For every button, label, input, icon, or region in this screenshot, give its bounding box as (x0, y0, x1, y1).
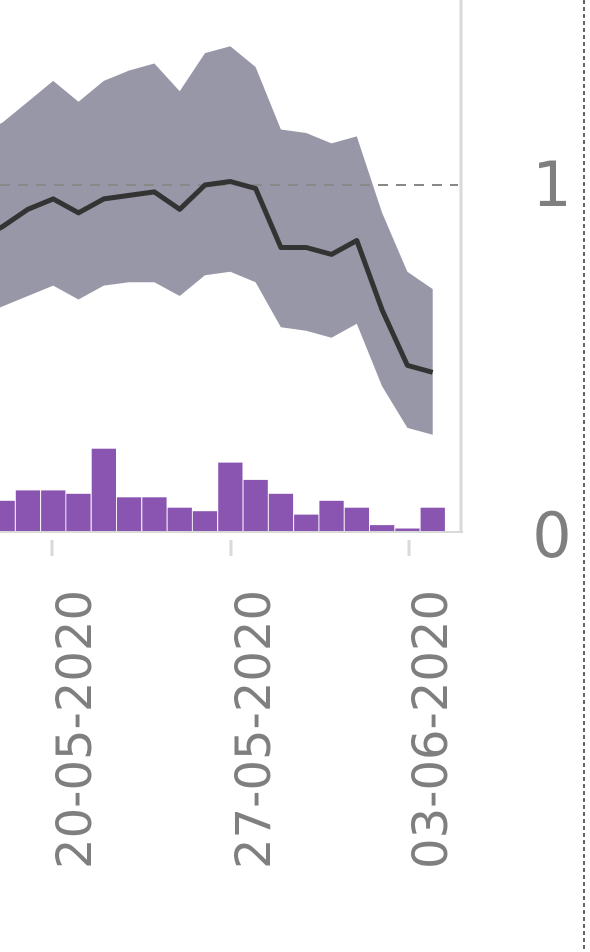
y-tick-label-1: 1 (532, 148, 571, 221)
case-bar-03-06-2020 (395, 528, 420, 532)
confidence-band (0, 46, 433, 435)
case-bar-25-05-2020 (167, 507, 192, 532)
case-bar-24-05-2020 (142, 497, 167, 532)
y-tick-label-0: 0 (532, 499, 571, 572)
case-bar-18-05-2020 (0, 500, 15, 532)
case-bar-01-06-2020 (344, 507, 369, 532)
x-tick-label-20-05-2020: 20-05-2020 (47, 590, 103, 869)
case-bar-19-05-2020 (15, 490, 41, 532)
case-bar-23-05-2020 (116, 497, 142, 532)
case-bar-21-05-2020 (66, 493, 91, 532)
x-tick-label-27-05-2020: 27-05-2020 (226, 590, 282, 869)
case-bar-20-05-2020 (41, 490, 66, 532)
case-bar-31-05-2020 (319, 500, 344, 532)
rt-estimate-line (0, 179, 434, 375)
case-bar-29-05-2020 (268, 493, 294, 532)
case-bar-27-05-2020 (218, 462, 243, 532)
x-tick-label-03-06-2020: 03-06-2020 (403, 590, 459, 869)
case-bar-02-06-2020 (370, 525, 395, 532)
case-bar-04-06-2020 (420, 507, 445, 532)
case-bar-28-05-2020 (243, 479, 268, 532)
case-bar-30-05-2020 (294, 514, 319, 532)
case-bar-22-05-2020 (91, 448, 116, 532)
case-bar-26-05-2020 (192, 511, 218, 532)
